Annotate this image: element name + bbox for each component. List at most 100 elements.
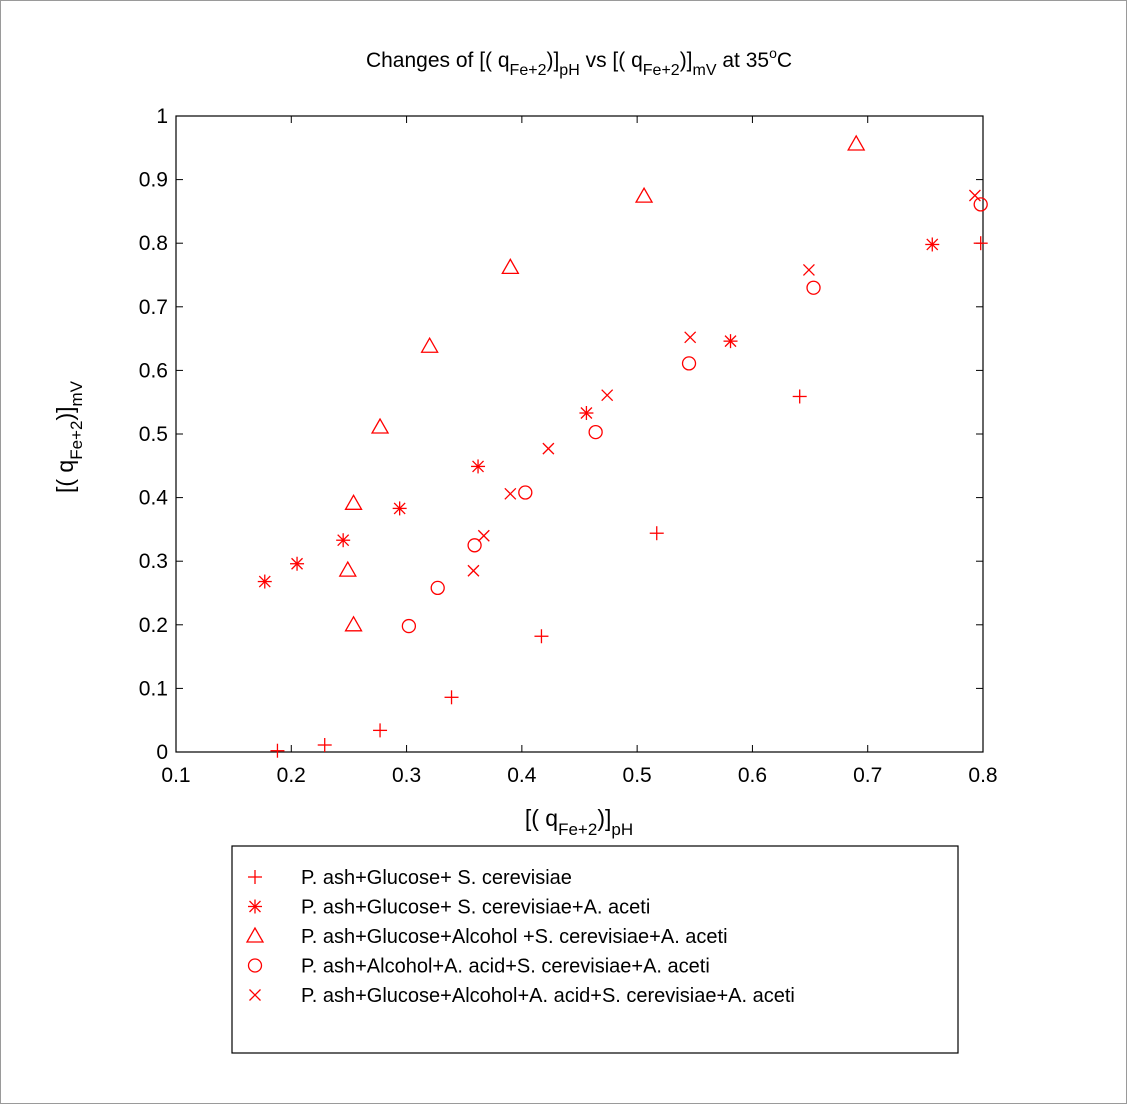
title-superscript: o	[769, 45, 777, 61]
xlabel-main: [( q	[525, 805, 558, 831]
data-point	[588, 424, 603, 440]
title-sub1: Fe+2	[510, 62, 547, 79]
series-plus	[270, 236, 988, 758]
x-tick-label: 0.2	[277, 764, 306, 787]
legend-label: P. ash+Alcohol+A. acid+S. cerevisiae+A. …	[301, 956, 710, 978]
legend-label: P. ash+Glucose+Alcohol+A. acid+S. cerevi…	[301, 985, 795, 1007]
y-axis-label: [( qFe+2)]mV	[52, 380, 86, 493]
y-tick-label: 0.7	[139, 296, 168, 319]
series-x	[467, 189, 981, 577]
data-point	[257, 574, 272, 589]
legend-marker-triangle	[245, 926, 265, 943]
data-point	[336, 533, 351, 548]
legend-item: P. ash+Glucose+ S. cerevisiae	[248, 867, 572, 889]
data-point	[579, 406, 594, 421]
x-tick-label: 0.4	[507, 764, 537, 787]
data-point	[534, 629, 549, 644]
y-tick-label: 0.8	[139, 232, 168, 255]
data-point	[430, 580, 445, 596]
legend-label: P. ash+Glucose+ S. cerevisiae+A. aceti	[301, 897, 650, 919]
legend-label: P. ash+Glucose+ S. cerevisiae	[301, 867, 572, 889]
title-mid1: )]	[546, 49, 559, 72]
title-sub3: Fe+2	[643, 62, 680, 79]
data-points	[257, 134, 988, 758]
data-point	[392, 501, 407, 516]
data-point	[968, 189, 981, 202]
x-tick-label: 0.3	[392, 764, 421, 787]
data-point	[973, 197, 988, 212]
legend-marker-star	[248, 899, 262, 914]
xlabel-sub1: Fe+2	[558, 820, 597, 839]
data-point	[649, 526, 664, 541]
data-point	[792, 389, 807, 404]
data-point	[370, 417, 390, 434]
legend: P. ash+Glucose+ S. cerevisiae P. ash+Gluc…	[231, 845, 959, 1054]
data-point	[925, 237, 940, 252]
legend-item: P. ash+Glucose+ S. cerevisiae+A. aceti	[248, 897, 650, 919]
series-circle	[401, 197, 988, 634]
data-point	[806, 280, 821, 295]
title-prefix: Changes of [( q	[366, 49, 510, 72]
data-point	[401, 618, 417, 634]
y-tick-label: 0.1	[139, 677, 168, 700]
data-point	[723, 334, 738, 349]
legend-item: P. ash+Glucose+Alcohol+A. acid+S. cerevi…	[249, 985, 795, 1007]
data-point	[681, 356, 697, 371]
ylabel-sub2: mV	[67, 380, 86, 406]
data-point	[802, 263, 815, 276]
y-tick-label: 0.9	[139, 169, 168, 192]
title-mid2: vs [( q	[580, 49, 643, 72]
legend-label: P. ash+Glucose+Alcohol +S. cerevisiae+A.…	[301, 926, 728, 948]
title-mid3: )]	[680, 49, 693, 72]
y-tick-label: 0.4	[139, 487, 169, 510]
data-point	[847, 134, 866, 151]
legend-item: P. ash+Alcohol+A. acid+S. cerevisiae+A. …	[247, 956, 710, 978]
data-point	[504, 487, 517, 500]
legend-box	[231, 845, 959, 1054]
data-point	[973, 236, 988, 251]
data-point	[501, 258, 520, 275]
data-point	[338, 560, 357, 577]
ylabel-sub1: Fe+2	[67, 421, 86, 460]
data-point	[444, 690, 459, 705]
data-point	[344, 494, 363, 510]
legend-marker-circle	[247, 958, 263, 973]
x-tick-label: 0.1	[161, 764, 190, 787]
data-point	[270, 743, 285, 758]
y-tick-label: 1	[156, 105, 168, 128]
x-axis: 0.1 0.2 0.3 0.4 0.5 0.6 0.7 0.8	[161, 116, 998, 787]
y-tick-label: 0	[156, 741, 168, 764]
title-sub4: mV	[693, 62, 717, 79]
data-point	[518, 485, 533, 500]
legend-item: P. ash+Glucose+Alcohol +S. cerevisiae+A.…	[245, 926, 728, 948]
data-point	[601, 389, 614, 402]
y-tick-label: 0.6	[139, 359, 168, 382]
ylabel-main: [( q	[52, 460, 78, 493]
plot-area-border	[175, 115, 984, 753]
data-point	[471, 459, 486, 474]
data-point	[634, 186, 654, 203]
x-tick-label: 0.5	[623, 764, 652, 787]
ylabel-mid: )]	[52, 406, 78, 420]
y-tick-label: 0.3	[139, 550, 168, 573]
y-axis: 0 0.1 0.2 0.3 0.4 0.5 0.6 0.7 0.8 0.9 1	[139, 105, 983, 764]
x-tick-label: 0.6	[738, 764, 767, 787]
x-tick-label: 0.7	[853, 764, 882, 787]
x-tick-label: 0.8	[968, 764, 997, 787]
data-point	[290, 556, 305, 571]
data-point	[684, 331, 697, 344]
data-point	[373, 723, 388, 738]
legend-marker-x	[249, 989, 261, 1001]
xlabel-mid: )]	[597, 805, 611, 831]
chart-title: Changes of [( qFe+2)]pH vs [( qFe+2)]mV …	[366, 45, 792, 79]
y-tick-label: 0.5	[139, 423, 168, 446]
data-point	[344, 615, 363, 632]
data-point	[467, 538, 482, 553]
legend-marker-plus	[248, 870, 262, 884]
xlabel-sub2: pH	[611, 820, 633, 839]
data-point	[420, 336, 439, 353]
y-tick-label: 0.2	[139, 614, 168, 637]
title-sub2: pH	[559, 62, 579, 79]
